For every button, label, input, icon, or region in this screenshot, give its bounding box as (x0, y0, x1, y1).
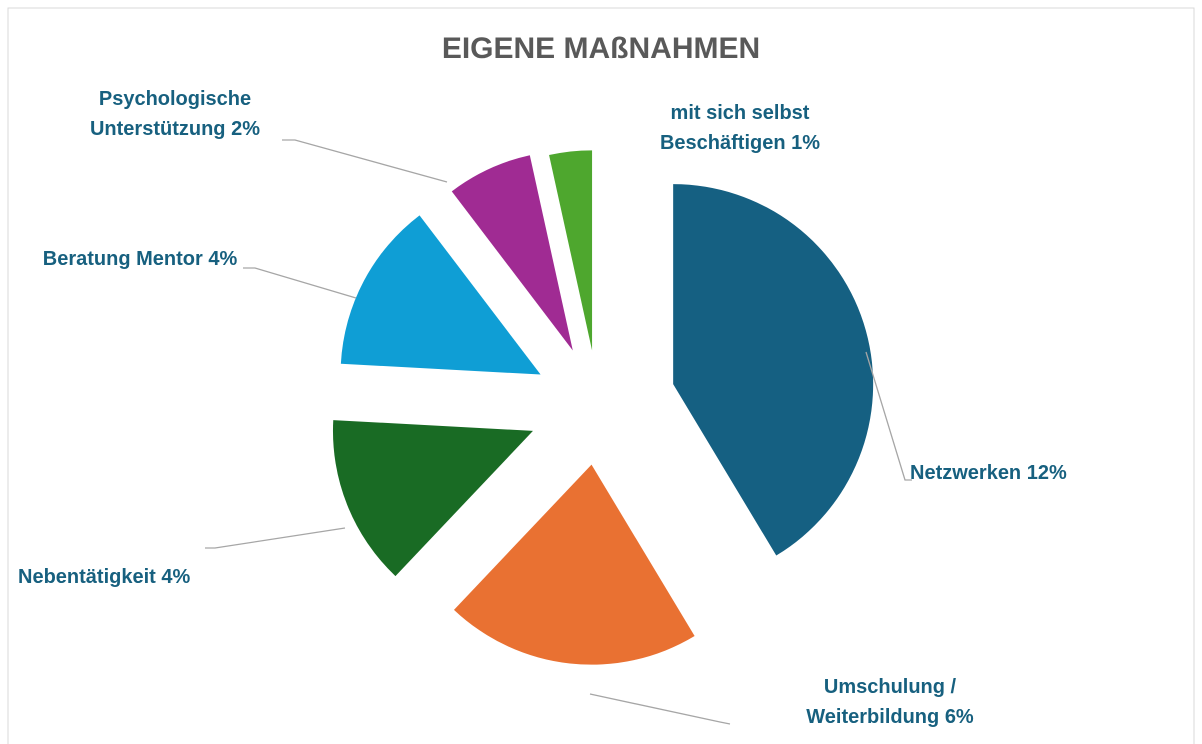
category-label: Beratung Mentor (42, 248, 203, 270)
leader-line (205, 527, 346, 549)
data-label: Umschulung / Weiterbildung 6% (760, 672, 1020, 732)
pie-slice (332, 420, 533, 577)
frame (7, 7, 1195, 744)
leader-line (243, 267, 357, 299)
category-label: Umschulung / Weiterbildung (806, 676, 957, 728)
pie-slice (451, 155, 573, 351)
leader-line (865, 351, 912, 481)
pie-slice (549, 150, 593, 351)
value-label: 6% (944, 706, 974, 728)
value-label: 4% (208, 248, 238, 270)
leader-line (282, 139, 448, 183)
data-label: mit sich selbst Beschäftigen 1% (620, 98, 860, 158)
leader-line (589, 693, 731, 725)
data-label: Netzwerken 12% (910, 458, 1170, 488)
value-label: 2% (231, 118, 260, 140)
category-label: Netzwerken (910, 462, 1022, 484)
data-label: Psychologische Unterstützung 2% (55, 84, 295, 144)
data-label: Nebentätigkeit 4% (18, 562, 278, 592)
category-label: Psychologische Unterstützung (89, 88, 252, 140)
pie-slice (673, 184, 874, 556)
value-label: 12% (1026, 462, 1067, 484)
data-label: Beratung Mentor 4% (20, 244, 260, 274)
pie-slice (453, 464, 695, 665)
value-label: 1% (791, 132, 821, 154)
category-label: Nebentätigkeit (18, 566, 156, 588)
value-label: 4% (161, 566, 191, 588)
category-label: mit sich selbst Beschäftigen (659, 102, 810, 154)
pie-slice (340, 215, 541, 375)
chart-title: EIGENE MAßNAHMEN (441, 32, 761, 65)
